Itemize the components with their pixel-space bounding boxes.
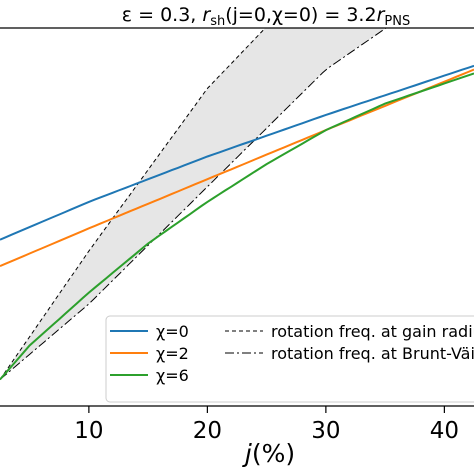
chart-title: ε = 0.3, rsh(j=0,χ=0) = 3.2rPNS — [122, 4, 410, 29]
series-line-2 — [0, 68, 474, 268]
series-line-rotation-freq-at-brunt-v-is-l-radius — [0, 28, 387, 380]
series-line-0 — [0, 64, 474, 241]
series-layer — [0, 28, 474, 381]
series-line-rotation-freq-at-gain-radius — [0, 28, 267, 380]
legend-label-rotation-freq-at-gain-radius: rotation freq. at gain radius — [271, 322, 474, 341]
x-tick-label: 20 — [193, 418, 222, 444]
legend-label-6: χ=6 — [156, 366, 189, 385]
legend-box — [105, 315, 474, 403]
shaded-region — [0, 28, 387, 380]
legend-label-rotation-freq-at-brunt-v-is-l-radius: rotation freq. at Brunt-Väisälä radius — [271, 344, 474, 363]
x-tick-label: 30 — [311, 418, 340, 444]
legend-label-0: χ=0 — [156, 322, 189, 341]
series-line-6 — [0, 72, 474, 381]
legend: χ=0 χ=2 χ=6 rotation freq. at gain radius ro… — [105, 315, 474, 403]
x-axis-label: j(%) — [242, 439, 295, 468]
legend-label-2: χ=2 — [156, 344, 189, 363]
x-tick-label: 40 — [430, 418, 459, 444]
x-axis-ticks: 10 20 30 40 — [74, 406, 459, 444]
plot-area — [0, 28, 474, 381]
x-tick-label: 10 — [74, 418, 103, 444]
